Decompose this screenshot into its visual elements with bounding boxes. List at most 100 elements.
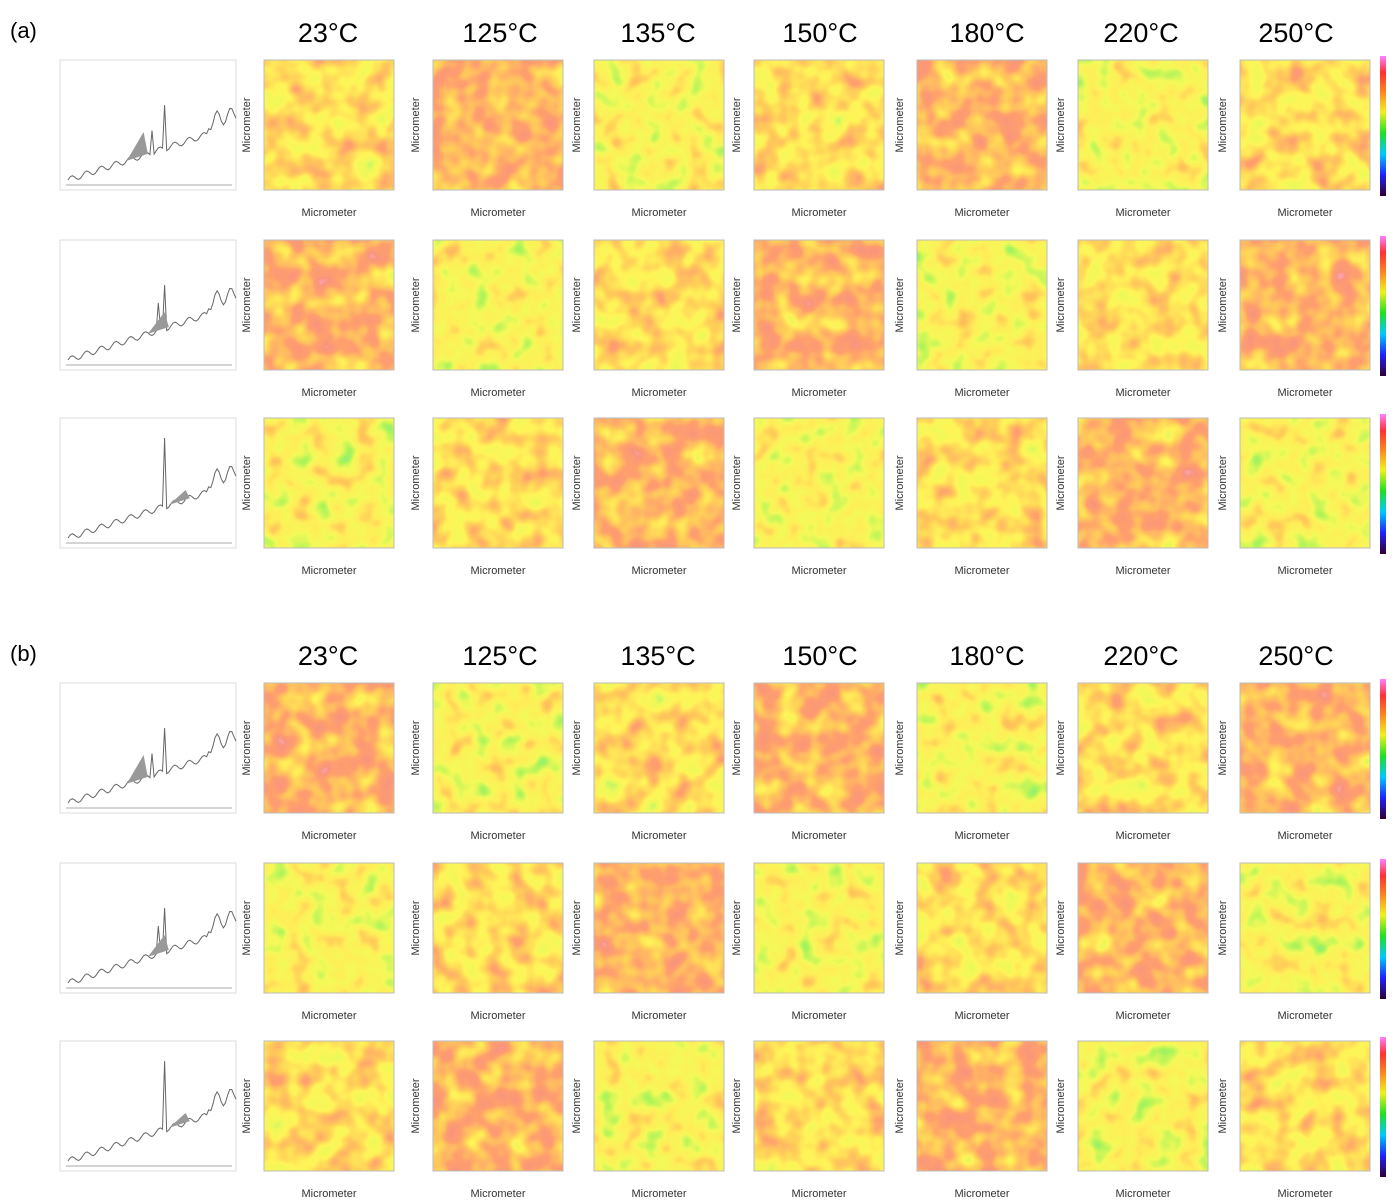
x-axis-label: Micrometer <box>470 1010 525 1022</box>
x-axis-label: Micrometer <box>1277 1188 1332 1200</box>
figure: (a)23°C125°C135°C150°C180°C220°C250°CMic… <box>0 0 1397 1200</box>
spectrum-thumbnail <box>60 863 236 993</box>
panel-label: (b) <box>10 641 37 666</box>
heatmap <box>264 418 394 548</box>
x-axis-label: Micrometer <box>954 1010 1009 1022</box>
x-axis-label: Micrometer <box>791 1188 846 1200</box>
x-axis-label: Micrometer <box>470 830 525 842</box>
heatmap <box>1240 863 1370 993</box>
y-axis-label: Micrometer <box>894 277 906 332</box>
x-axis-label: Micrometer <box>301 565 356 577</box>
y-axis-label: Micrometer <box>571 277 583 332</box>
y-axis-label: Micrometer <box>410 1078 422 1133</box>
colorbar <box>1380 1037 1386 1177</box>
y-axis-label: Micrometer <box>731 720 743 775</box>
heatmap <box>594 1041 724 1171</box>
temperature-header: 150°C <box>782 641 857 671</box>
colorbar <box>1380 414 1386 554</box>
heatmap <box>433 683 563 813</box>
heatmap <box>594 418 724 548</box>
y-axis-label: Micrometer <box>571 720 583 775</box>
temperature-header: 150°C <box>782 18 857 48</box>
panel-label: (a) <box>10 18 37 43</box>
heatmap <box>917 863 1047 993</box>
y-axis-label: Micrometer <box>731 455 743 510</box>
temperature-header: 220°C <box>1103 18 1178 48</box>
x-axis-label: Micrometer <box>631 830 686 842</box>
y-axis-label: Micrometer <box>894 97 906 152</box>
temperature-header: 23°C <box>298 18 358 48</box>
temperature-header: 250°C <box>1258 18 1333 48</box>
y-axis-label: Micrometer <box>241 277 253 332</box>
y-axis-label: Micrometer <box>410 900 422 955</box>
y-axis-label: Micrometer <box>894 1078 906 1133</box>
heatmap <box>754 240 884 370</box>
heatmap <box>594 240 724 370</box>
heatmap <box>433 863 563 993</box>
x-axis-label: Micrometer <box>631 1188 686 1200</box>
y-axis-label: Micrometer <box>1217 455 1229 510</box>
heatmap <box>264 240 394 370</box>
x-axis-label: Micrometer <box>1115 830 1170 842</box>
x-axis-label: Micrometer <box>631 1010 686 1022</box>
x-axis-label: Micrometer <box>791 207 846 219</box>
heatmap <box>754 683 884 813</box>
x-axis-label: Micrometer <box>1277 1010 1332 1022</box>
y-axis-label: Micrometer <box>1217 1078 1229 1133</box>
x-axis-label: Micrometer <box>301 1188 356 1200</box>
heatmap <box>264 683 394 813</box>
spectrum-thumbnail <box>60 683 236 813</box>
temperature-header: 23°C <box>298 641 358 671</box>
y-axis-label: Micrometer <box>894 455 906 510</box>
x-axis-label: Micrometer <box>954 387 1009 399</box>
y-axis-label: Micrometer <box>731 277 743 332</box>
y-axis-label: Micrometer <box>1217 720 1229 775</box>
y-axis-label: Micrometer <box>241 97 253 152</box>
temperature-header: 125°C <box>462 18 537 48</box>
x-axis-label: Micrometer <box>1277 207 1332 219</box>
x-axis-label: Micrometer <box>954 207 1009 219</box>
heatmap <box>754 60 884 190</box>
heatmap <box>1240 1041 1370 1171</box>
y-axis-label: Micrometer <box>1055 277 1067 332</box>
x-axis-label: Micrometer <box>791 565 846 577</box>
spectrum-thumbnail <box>60 240 236 370</box>
x-axis-label: Micrometer <box>1115 1010 1170 1022</box>
heatmap <box>433 60 563 190</box>
y-axis-label: Micrometer <box>410 720 422 775</box>
y-axis-label: Micrometer <box>1217 900 1229 955</box>
y-axis-label: Micrometer <box>241 720 253 775</box>
heatmap <box>754 863 884 993</box>
x-axis-label: Micrometer <box>631 207 686 219</box>
heatmap <box>917 683 1047 813</box>
colorbar <box>1380 56 1386 196</box>
y-axis-label: Micrometer <box>410 97 422 152</box>
temperature-header: 250°C <box>1258 641 1333 671</box>
x-axis-label: Micrometer <box>470 565 525 577</box>
heatmap <box>1240 60 1370 190</box>
y-axis-label: Micrometer <box>894 900 906 955</box>
heatmap <box>594 863 724 993</box>
x-axis-label: Micrometer <box>954 1188 1009 1200</box>
y-axis-label: Micrometer <box>571 455 583 510</box>
y-axis-label: Micrometer <box>571 1078 583 1133</box>
heatmap <box>1078 418 1208 548</box>
x-axis-label: Micrometer <box>301 387 356 399</box>
heatmap <box>433 418 563 548</box>
x-axis-label: Micrometer <box>954 830 1009 842</box>
x-axis-label: Micrometer <box>301 1010 356 1022</box>
temperature-header: 180°C <box>949 18 1024 48</box>
x-axis-label: Micrometer <box>301 830 356 842</box>
heatmap <box>917 418 1047 548</box>
y-axis-label: Micrometer <box>731 1078 743 1133</box>
heatmap <box>433 1041 563 1171</box>
heatmap <box>1240 418 1370 548</box>
colorbar <box>1380 236 1386 376</box>
heatmap <box>264 1041 394 1171</box>
x-axis-label: Micrometer <box>631 565 686 577</box>
heatmap <box>1240 240 1370 370</box>
x-axis-label: Micrometer <box>1115 1188 1170 1200</box>
spectrum-thumbnail <box>60 418 236 548</box>
x-axis-label: Micrometer <box>1277 565 1332 577</box>
x-axis-label: Micrometer <box>791 1010 846 1022</box>
